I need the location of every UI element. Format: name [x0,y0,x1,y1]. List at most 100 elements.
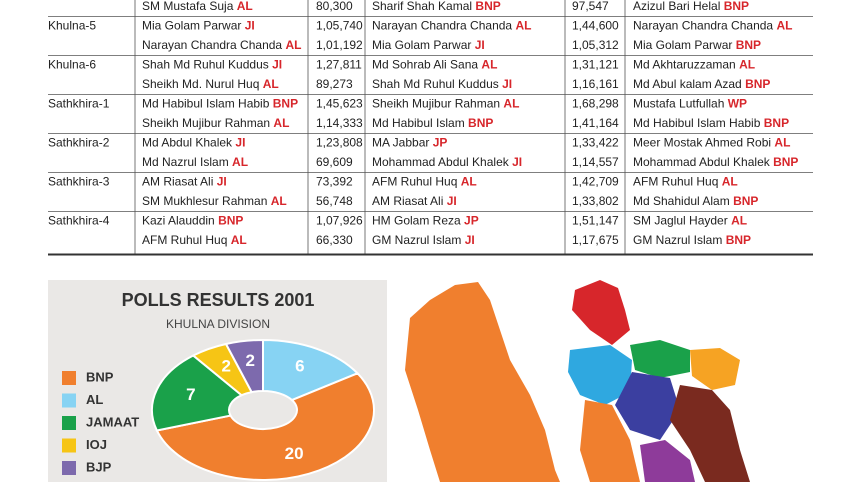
votes: 1,68,298 [572,97,619,111]
constituency: Sathkhira-1 [48,97,110,111]
candidate-name: Md Abdul Khalek [142,136,233,150]
map-region [670,385,750,482]
votes: 1,23,808 [316,136,363,150]
map-region [568,345,632,405]
legend-label: JAMAAT [86,414,139,429]
candidate: Shah Md Ruhul Kuddus JI [142,58,282,72]
votes: 1,33,422 [572,136,619,150]
candidate-name: AM Riasat Ali [142,175,213,189]
party: BNP [773,155,798,169]
votes: 56,748 [316,194,353,208]
candidate: Narayan Chandra Chanda AL [372,19,531,33]
party: AL [263,77,279,91]
candidate: Narayan Chandra Chanda AL [633,19,792,33]
party: JI [512,155,522,169]
party: BNP [468,116,493,130]
pie-slice [155,372,375,481]
candidate-name: Sheikh Md. Nurul Huq [142,77,259,91]
candidate-name: Mohammad Abdul Khalek [633,155,771,169]
party: AL [731,214,747,228]
party: BNP [733,194,758,208]
party: JI [235,136,245,150]
candidate: AFM Ruhul Huq AL [633,175,738,189]
constituency: Sathkhira-2 [48,136,110,150]
candidate-name: SM Jaglul Hayder [633,214,728,228]
party: AL [776,19,792,33]
candidate: Md Sohrab Ali Sana AL [372,58,497,72]
votes: 1,44,600 [572,19,619,33]
slice-label: 20 [285,444,304,463]
votes: 1,01,192 [316,38,363,52]
party: AL [461,175,477,189]
pie-slice [151,354,244,432]
constituency: Khulna-5 [48,19,96,33]
chart-title: POLLS RESULTS 2001 [122,290,315,310]
votes: 1,14,333 [316,116,363,130]
candidate-name: Kazi Alauddin [142,214,215,228]
votes: 1,51,147 [572,214,619,228]
slice-label: 6 [295,357,304,376]
candidate-name: Sheikh Mujibur Rahman [142,116,270,130]
candidate: HM Golam Reza JP [372,214,479,228]
votes: 1,41,164 [572,116,619,130]
votes: 1,07,926 [316,214,363,228]
party: AL [739,58,755,72]
party: BNP [726,233,751,247]
candidate: Mohammad Abdul Khalek JI [372,155,522,169]
candidate-name: Sheikh Mujibur Rahman [372,97,500,111]
candidate: SM Mukhlesur Rahman AL [142,194,287,208]
map-region [405,282,560,482]
party: AL [515,19,531,33]
party: JI [245,19,255,33]
party: JI [217,175,227,189]
candidate: AM Riasat Ali JI [372,194,457,208]
candidate: Md Habibul Islam BNP [372,116,493,130]
party: AL [774,136,790,150]
legend-swatch [62,371,76,385]
candidate: AFM Ruhul Huq AL [142,233,247,247]
map-region [690,348,740,390]
legend-label: IOJ [86,437,107,452]
votes: 1,17,675 [572,233,619,247]
legend-label: AL [86,392,103,407]
candidate: AM Riasat Ali JI [142,175,227,189]
party: BNP [475,0,500,13]
pie-slice [224,338,264,394]
candidate: Sheikh Mujibur Rahman AL [372,97,519,111]
votes: 1,16,161 [572,77,619,91]
party: WP [728,97,747,111]
slice-label: 2 [221,357,230,376]
candidate: Azizul Bari Helal BNP [633,0,749,13]
party: AL [503,97,519,111]
candidate: SM Mustafa Suja AL [142,0,253,13]
candidate: Mia Golam Parwar JI [372,38,485,52]
candidate-name: Md Habibul Islam Habib [633,116,761,130]
candidate: Mia Golam Parwar BNP [633,38,761,52]
candidate: Narayan Chandra Chanda AL [142,38,301,52]
party: JI [272,58,282,72]
candidate: Md Habibul Islam Habib BNP [633,116,789,130]
map [405,280,750,482]
candidate-name: Md Akhtaruzzaman [633,58,736,72]
candidate-name: Shah Md Ruhul Kuddus [372,77,499,91]
map-region [630,340,690,378]
candidate: Kazi Alauddin BNP [142,214,243,228]
candidate: SM Jaglul Hayder AL [633,214,747,228]
candidate-name: Azizul Bari Helal [633,0,720,13]
candidate: Meer Mostak Ahmed Robi AL [633,136,790,150]
candidate-name: AFM Ruhul Huq [633,175,718,189]
party: JP [433,136,448,150]
candidate: Md Akhtaruzzaman AL [633,58,755,72]
map-region [580,400,640,482]
party: BNP [745,77,770,91]
candidate: Md Abul kalam Azad BNP [633,77,770,91]
candidate-name: Md Habibul Islam [372,116,465,130]
party: JP [464,214,479,228]
candidate-name: AM Riasat Ali [372,194,443,208]
candidate-name: MA Jabbar [372,136,429,150]
votes: 1,31,121 [572,58,619,72]
candidate-name: GM Nazrul Islam [633,233,722,247]
candidate: Md Abdul Khalek JI [142,136,245,150]
votes: 1,33,802 [572,194,619,208]
party: AL [722,175,738,189]
